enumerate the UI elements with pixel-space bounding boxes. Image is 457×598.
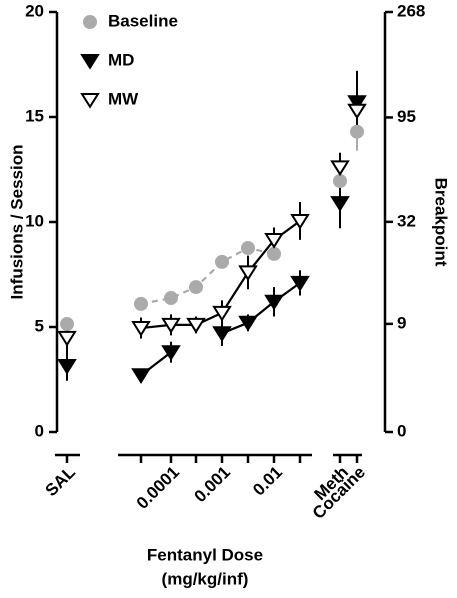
y-tick-label: 0	[35, 421, 44, 440]
data-point	[164, 291, 178, 306]
y-axis-title: Infusions / Session	[7, 145, 26, 300]
data-point	[290, 213, 310, 230]
data-point	[347, 103, 367, 120]
data-point	[186, 317, 206, 334]
data-point	[264, 233, 284, 249]
y2-axis-title: Breakpoint	[432, 178, 451, 267]
data-point	[290, 275, 310, 292]
x-tick-label: 0.01	[249, 463, 286, 500]
data-point	[131, 321, 151, 337]
y2-tick-label: 0	[397, 421, 406, 440]
data-point	[212, 305, 232, 322]
x-axis-title: Fentanyl Dose	[147, 545, 263, 564]
data-point	[57, 330, 77, 347]
legend-label: MW	[108, 89, 139, 108]
data-point	[212, 326, 232, 342]
y2-tick-label: 32	[397, 211, 416, 230]
data-point	[134, 296, 148, 311]
data-point	[57, 359, 77, 375]
data-point	[161, 317, 181, 334]
data-point	[238, 265, 258, 282]
series-line	[140, 246, 275, 305]
y-tick-label: 15	[25, 106, 44, 125]
legend-marker	[80, 54, 100, 70]
x-tick-label: SAL	[42, 463, 79, 500]
data-point	[131, 368, 151, 384]
legend-label: Baseline	[108, 11, 178, 30]
y2-tick-label: 9	[397, 313, 406, 332]
data-point	[60, 317, 74, 332]
data-point	[161, 345, 181, 361]
data-point	[215, 254, 229, 269]
y-tick-label: 10	[25, 211, 44, 230]
x-tick-label: 0.001	[190, 463, 234, 507]
legend-label: MD	[108, 50, 134, 69]
y2-tick-label: 95	[397, 107, 416, 126]
data-point	[347, 95, 367, 111]
y2-tick-label: 268	[397, 1, 425, 20]
x-axis-title: (mg/kg/inf)	[162, 569, 249, 588]
data-point	[330, 160, 350, 177]
y-tick-label: 20	[25, 1, 44, 20]
x-tick-label: 0.0001	[133, 463, 183, 513]
data-point	[333, 174, 347, 189]
data-point	[330, 196, 350, 212]
legend-marker	[83, 15, 97, 29]
data-point	[238, 315, 258, 332]
data-point	[264, 294, 284, 311]
data-point	[189, 280, 203, 295]
data-point	[241, 241, 255, 256]
legend-marker	[80, 93, 100, 109]
y-tick-label: 5	[35, 316, 44, 335]
data-point	[267, 246, 281, 261]
data-point	[350, 124, 364, 139]
series-line	[221, 282, 301, 335]
